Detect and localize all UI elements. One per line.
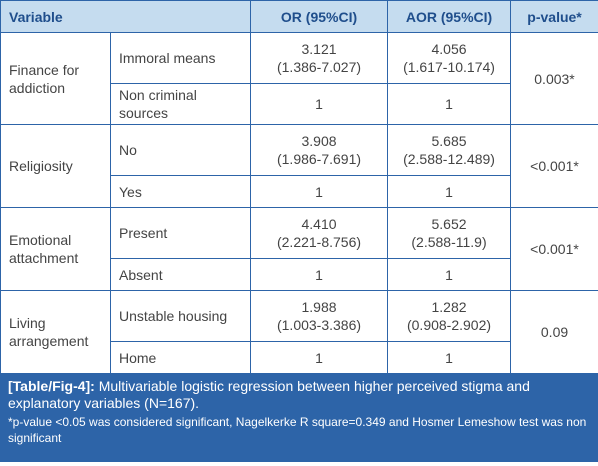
confidence-interval: (2.588-12.489) xyxy=(403,151,495,167)
caption-text: Multivariable logistic regression betwee… xyxy=(8,378,530,411)
header-cell: Variable xyxy=(0,0,252,33)
or-cell: 1 xyxy=(250,258,389,291)
caption-note: *p-value <0.05 was considered significan… xyxy=(8,415,587,445)
table-row: Religiosity No 3.908 (1.986-7.691) 5.685 (2.5… xyxy=(0,124,598,208)
estimate: 1 xyxy=(315,96,323,112)
or-cell: 4.410 (2.221-8.756) xyxy=(250,207,389,259)
level-cell: Unstable housing xyxy=(109,290,252,342)
variable-cell: Living arrangement xyxy=(0,290,111,374)
table-row: Absent 1 1 xyxy=(1,258,598,291)
caption-label: [Table/Fig-4]: xyxy=(8,378,95,394)
p-value-cell: 0.003* xyxy=(510,32,598,125)
estimate: 1 xyxy=(445,183,453,200)
confidence-interval: (2.221-8.756) xyxy=(276,234,362,250)
estimate: 1 xyxy=(445,349,453,366)
level-cell: Present xyxy=(109,207,252,259)
estimate: 1.282 xyxy=(431,299,467,315)
level-cell: Immoral means xyxy=(109,32,252,84)
confidence-interval: (2.588-11.9) xyxy=(411,234,487,250)
or-cell: 1 xyxy=(250,83,389,125)
level-cell: Home xyxy=(109,341,252,374)
header-row: Variable OR (95%CI) AOR (95%CI) p-value* xyxy=(0,0,598,33)
variable-cell: Emotional attachment xyxy=(0,207,111,291)
table-row: Home 1 1 xyxy=(1,341,598,374)
estimate: 1 xyxy=(315,183,323,200)
table: Variable OR (95%CI) AOR (95%CI) p-value*… xyxy=(0,0,598,374)
aor-cell: 1 xyxy=(387,258,512,291)
confidence-interval: (1.386-7.027) xyxy=(276,59,362,75)
caption: [Table/Fig-4]: Multivariable logistic re… xyxy=(0,374,598,462)
confidence-interval: (1.986-7.691) xyxy=(276,151,362,167)
or-cell: 3.908 (1.986-7.691) xyxy=(250,124,389,176)
or-cell: 3.121 (1.386-7.027) xyxy=(250,32,389,84)
confidence-interval: (1.617-10.174) xyxy=(403,59,495,75)
table-body: Finance for addiction Immoral means 3.121 (… xyxy=(0,32,598,374)
level-cell: No xyxy=(109,124,252,176)
table-row: Yes 1 1 xyxy=(1,175,598,208)
header-cell: p-value* xyxy=(510,0,598,33)
aor-cell: 1.282 (0.908-2.902) xyxy=(387,290,512,342)
table-row: Finance for addiction Immoral means 3.121 (… xyxy=(0,32,598,125)
aor-cell: 1 xyxy=(387,83,512,125)
level-cell: Absent xyxy=(109,258,252,291)
level-cell: Non criminal sources xyxy=(109,83,252,125)
estimate: 1 xyxy=(445,96,453,112)
or-cell: 1.988 (1.003-3.386) xyxy=(250,290,389,342)
aor-cell: 1 xyxy=(387,341,512,374)
aor-cell: 5.652 (2.588-11.9) xyxy=(387,207,512,259)
estimate: 5.652 xyxy=(431,216,467,232)
level-cell: Yes xyxy=(109,175,252,208)
estimate: 4.056 xyxy=(431,41,467,57)
table-row: Emotional attachment Present 4.410 (2.221-8… xyxy=(0,207,598,291)
estimate: 1.988 xyxy=(301,299,337,315)
or-cell: 1 xyxy=(250,341,389,374)
aor-cell: 1 xyxy=(387,175,512,208)
table-row: Non criminal sources 1 1 xyxy=(1,83,598,125)
estimate: 1 xyxy=(315,349,323,366)
aor-cell: 5.685 (2.588-12.489) xyxy=(387,124,512,176)
header-cell: AOR (95%CI) xyxy=(387,0,512,33)
estimate: 1 xyxy=(315,266,323,283)
estimate: 1 xyxy=(445,266,453,283)
confidence-interval: (0.908-2.902) xyxy=(406,317,492,333)
estimate: 5.685 xyxy=(431,133,467,149)
variable-cell: Finance for addiction xyxy=(0,32,111,125)
confidence-interval: (1.003-3.386) xyxy=(276,317,362,333)
estimate: 3.908 xyxy=(301,133,337,149)
p-value-cell: <0.001* xyxy=(510,207,598,291)
p-value-cell: <0.001* xyxy=(510,124,598,208)
estimate: 3.121 xyxy=(301,41,337,57)
table-row: Living arrangement Unstable housing 1.988 (… xyxy=(0,290,598,374)
estimate: 4.410 xyxy=(301,216,337,232)
variable-cell: Religiosity xyxy=(0,124,111,208)
header-cell: OR (95%CI) xyxy=(250,0,389,33)
or-cell: 1 xyxy=(250,175,389,208)
aor-cell: 4.056 (1.617-10.174) xyxy=(387,32,512,84)
p-value-cell: 0.09 xyxy=(510,290,598,374)
